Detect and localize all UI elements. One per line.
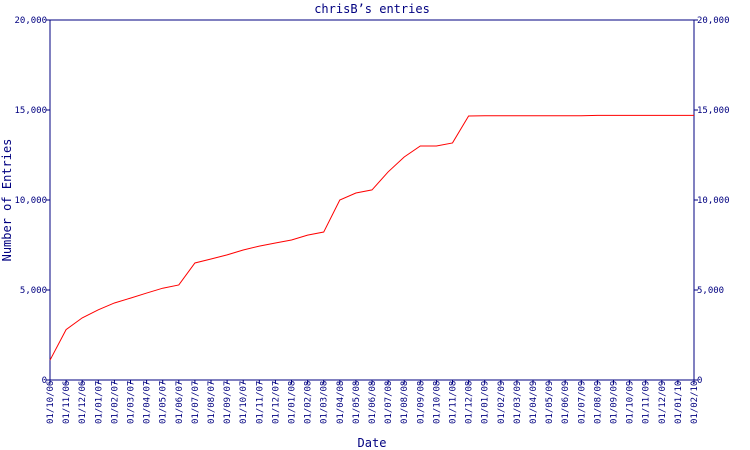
x-tick-label: 01/01/09 [481,381,491,424]
x-tick-label: 01/03/09 [513,381,523,424]
x-tick-label: 01/12/07 [271,381,281,424]
x-tick-label: 01/09/07 [223,381,233,424]
x-tick-label: 01/11/06 [62,381,72,424]
x-tick-label: 01/01/07 [94,381,104,424]
x-tick-label: 01/01/08 [288,381,298,424]
x-tick-label: 01/02/09 [497,381,507,424]
y-tick-label: 20,000 [14,16,47,26]
x-tick-label: 01/06/08 [368,381,378,424]
x-tick-label: 01/11/08 [449,381,459,424]
chart-title: chrisB’s entries [314,2,430,16]
x-tick-label: 01/10/06 [46,381,56,424]
x-tick-label: 01/08/09 [593,381,603,424]
x-tick-label: 01/06/07 [175,381,185,424]
data-line [49,114,694,361]
y-tick-label: 5,000 [20,286,47,296]
plot-frame [49,19,695,381]
x-tick-label: 01/05/09 [545,381,555,424]
x-tick-label: 01/09/09 [610,381,620,424]
x-tick-label: 01/04/08 [336,381,346,424]
x-tick-label: 01/03/07 [127,381,137,424]
x-tick-label: 01/12/08 [465,381,475,424]
x-tick-label: 01/12/06 [78,381,88,424]
y2-tick-label: 15,000 [697,106,730,116]
x-tick-label: 01/03/08 [320,381,330,424]
x-tick-label: 01/04/07 [143,381,153,424]
y-axis-label: Number of Entries [0,139,14,262]
x-tick-label: 01/07/07 [191,381,201,424]
x-tick-label: 01/05/08 [352,381,362,424]
x-tick-label: 01/04/09 [529,381,539,424]
y2-tick-label: 20,000 [697,16,730,26]
x-tick-label: 01/06/09 [561,381,571,424]
y2-tick-label: 0 [697,376,702,386]
y-tick-label: 10,000 [14,196,47,206]
x-tick-label: 01/02/07 [110,381,120,424]
x-tick-label: 01/10/09 [626,381,636,424]
x-tick-label: 01/09/08 [416,381,426,424]
x-tick-label: 01/07/09 [577,381,587,424]
x-axis-label: Date [358,436,387,450]
x-tick-label: 01/11/09 [642,381,652,424]
x-tick-label: 01/02/08 [304,381,314,424]
y-tick-label: 15,000 [14,106,47,116]
x-tick-label: 01/11/07 [255,381,265,424]
x-tick-label: 01/08/08 [400,381,410,424]
x-tick-label: 01/12/09 [658,381,668,424]
x-tick-label: 01/08/07 [207,381,217,424]
x-tick-label: 01/02/10 [690,381,700,424]
x-tick-label: 01/10/08 [432,381,442,424]
y2-tick-label: 10,000 [697,196,730,206]
y2-tick-label: 5,000 [697,286,724,296]
x-tick-label: 01/10/07 [239,381,249,424]
x-tick-label: 01/01/10 [674,381,684,424]
y-tick-label: 0 [42,376,47,386]
x-tick-label: 01/05/07 [159,381,169,424]
x-tick-label: 01/07/08 [384,381,394,424]
